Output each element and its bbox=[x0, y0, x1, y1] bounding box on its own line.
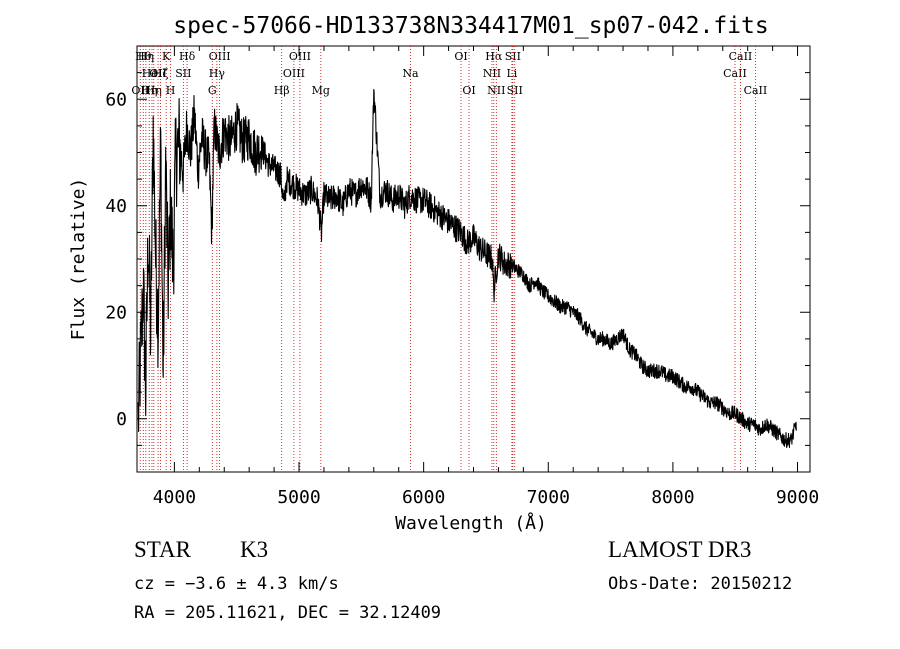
redshift-cz: cz = −3.6 ± 4.3 km/s bbox=[134, 574, 339, 594]
spectral-line-label: H bbox=[166, 84, 176, 97]
spectral-line-label: Na bbox=[402, 67, 419, 80]
spectral-line-label: NII bbox=[483, 67, 501, 80]
spectral-line-label: Hβ bbox=[274, 84, 290, 97]
spectral-line-label: NII bbox=[487, 84, 505, 97]
spectral-line-label: Hη bbox=[141, 84, 157, 97]
spectral-line-label: CaII bbox=[723, 67, 747, 80]
survey-name: LAMOST DR3 bbox=[608, 537, 752, 562]
spectral-line-label: Hζ bbox=[153, 67, 169, 80]
x-tick-label: 6000 bbox=[402, 487, 445, 508]
x-tick-label: 9000 bbox=[776, 487, 819, 508]
spectrum-line bbox=[137, 88, 797, 449]
spectral-line-label: OI bbox=[462, 84, 475, 97]
ra-dec: RA = 205.11621, DEC = 32.12409 bbox=[134, 603, 442, 623]
spectral-line-label: OII bbox=[149, 67, 167, 80]
y-tick-label: 60 bbox=[105, 89, 127, 110]
spectral-line-label: Li bbox=[506, 67, 517, 80]
object-subclass: K3 bbox=[240, 537, 269, 562]
spectral-line-label: SII bbox=[505, 50, 521, 63]
spectral-line-label: SII bbox=[507, 84, 523, 97]
object-class: STAR bbox=[134, 537, 191, 562]
spectral-line-label: Hθ bbox=[135, 50, 152, 63]
x-axis-label: Wavelength (Å) bbox=[395, 512, 547, 534]
y-axis-label: Flux (relative) bbox=[68, 178, 89, 341]
y-tick-label: 40 bbox=[105, 196, 127, 217]
spectral-line-label: OIII bbox=[209, 50, 231, 63]
obs-date: Obs-Date: 20150212 bbox=[608, 574, 793, 594]
y-tick-label: 20 bbox=[105, 302, 127, 323]
spectral-line-label: G bbox=[208, 84, 217, 97]
spectral-line-label: Hη bbox=[146, 84, 162, 97]
x-tick-label: 5000 bbox=[277, 487, 320, 508]
spectral-line-label: OII bbox=[131, 84, 149, 97]
x-tick-label: 4000 bbox=[153, 487, 196, 508]
spectral-line-label: CaII bbox=[729, 50, 753, 63]
x-tick-label: 7000 bbox=[527, 487, 570, 508]
chart-title: spec-57066-HD133738N334417M01_sp07-042.f… bbox=[173, 13, 768, 39]
y-tick-label: 0 bbox=[116, 409, 127, 430]
spectral-line-label: OI bbox=[454, 50, 467, 63]
spectral-line-label: HeI bbox=[142, 67, 162, 80]
spectral-line-label: Mg bbox=[312, 84, 330, 97]
spectral-line-label: Hη bbox=[138, 50, 154, 63]
spectral-line-label: Hα bbox=[485, 50, 503, 63]
spectral-line-label: OIII bbox=[283, 67, 305, 80]
x-tick-label: 8000 bbox=[651, 487, 694, 508]
spectral-line-label: OIII bbox=[289, 50, 311, 63]
spectral-line-label: Hδ bbox=[179, 50, 196, 63]
spectral-line-label: K bbox=[162, 50, 171, 63]
spectral-line-label: Hγ bbox=[209, 67, 226, 80]
spectral-line-label: CaII bbox=[744, 84, 768, 97]
spectral-line-label: SII bbox=[175, 67, 191, 80]
